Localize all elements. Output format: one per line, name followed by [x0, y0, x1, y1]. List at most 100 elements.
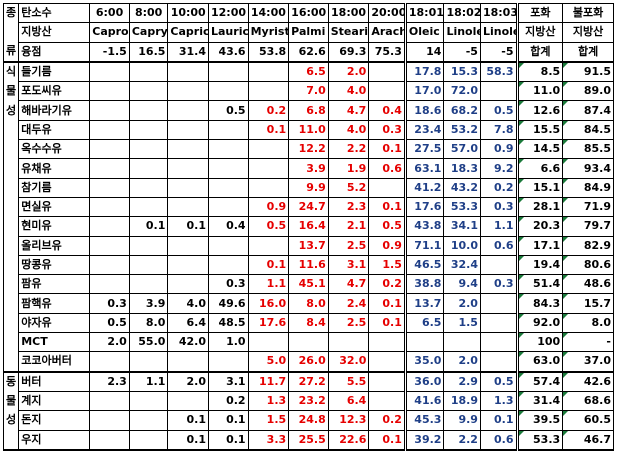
row-name[interactable]: 해바라기유 [18, 100, 91, 121]
row-name[interactable]: 팜유 [18, 274, 91, 295]
value-cell[interactable]: 0.5 [208, 100, 249, 121]
value-cell[interactable] [208, 177, 249, 198]
group-cell[interactable] [2, 255, 20, 275]
value-cell[interactable]: 16.4 [288, 216, 329, 237]
unsat-total-cell[interactable]: 15.7 [562, 293, 614, 314]
value-cell[interactable] [208, 158, 249, 179]
value-cell[interactable]: 2.5 [327, 312, 370, 334]
value-cell[interactable] [208, 235, 249, 256]
value-cell[interactable]: 38.8 [403, 274, 445, 295]
row-name[interactable]: 팜핵유 [18, 293, 91, 314]
value-cell[interactable] [128, 119, 169, 141]
value-cell[interactable]: 0.1 [368, 312, 406, 334]
group-cell[interactable] [2, 274, 20, 294]
value-cell[interactable]: 0.5 [247, 216, 290, 237]
value-cell[interactable] [208, 61, 249, 83]
value-cell[interactable] [89, 274, 130, 295]
header-unsat-cell[interactable]: 합계 [562, 41, 614, 63]
value-cell[interactable]: 1.3 [479, 390, 518, 412]
value-cell[interactable]: 1.1 [247, 274, 290, 295]
header-cell[interactable]: Palmi [288, 22, 329, 43]
value-cell[interactable]: 0.5 [368, 216, 406, 237]
header-cell[interactable]: 14 [403, 41, 445, 63]
row-name[interactable]: 땅콩유 [18, 254, 91, 276]
group-cell[interactable] [2, 22, 20, 43]
group-cell[interactable] [2, 216, 20, 237]
value-cell[interactable] [128, 61, 169, 83]
row-name[interactable]: 계지 [18, 390, 91, 412]
unsat-total-cell[interactable]: 93.4 [562, 158, 614, 179]
header-cell[interactable]: 43.6 [208, 41, 249, 63]
row-name[interactable]: 현미유 [18, 216, 91, 237]
value-cell[interactable]: 12.2 [288, 139, 329, 160]
value-cell[interactable]: 72.0 [443, 81, 481, 102]
value-cell[interactable] [208, 254, 249, 276]
value-cell[interactable] [128, 390, 169, 412]
value-cell[interactable] [247, 61, 290, 83]
value-cell[interactable]: 2.5 [327, 235, 370, 256]
group-cell[interactable] [2, 120, 20, 140]
header-cell[interactable]: Capric [167, 22, 209, 43]
value-cell[interactable]: 4.0 [327, 119, 370, 141]
value-cell[interactable] [208, 81, 249, 102]
header-cell[interactable]: 75.3 [368, 41, 406, 63]
sat-total-cell[interactable]: 14.5 [515, 139, 564, 160]
value-cell[interactable]: 55.0 [128, 332, 169, 353]
header-cell[interactable]: Linolei [443, 22, 481, 43]
value-cell[interactable] [128, 196, 169, 218]
value-cell[interactable]: 13.7 [288, 235, 329, 256]
group-cell[interactable] [2, 293, 20, 314]
value-cell[interactable]: 18.3 [443, 158, 481, 179]
value-cell[interactable]: 15.3 [443, 61, 481, 83]
value-cell[interactable]: 0.9 [479, 139, 518, 160]
sat-total-cell[interactable]: 31.4 [515, 390, 564, 412]
value-cell[interactable]: 71.1 [403, 235, 445, 256]
value-cell[interactable] [89, 216, 130, 237]
header-cell[interactable]: Capry [128, 22, 169, 43]
group-cell[interactable]: 물 [2, 391, 20, 411]
value-cell[interactable]: 1.1 [479, 216, 518, 237]
header-cell[interactable]: Capro [89, 22, 130, 43]
value-cell[interactable] [208, 351, 249, 373]
value-cell[interactable]: 63.1 [403, 158, 445, 179]
value-cell[interactable] [247, 332, 290, 353]
value-cell[interactable] [89, 254, 130, 276]
value-cell[interactable]: 35.0 [403, 351, 445, 373]
unsat-total-cell[interactable]: 84.5 [562, 119, 614, 141]
value-cell[interactable] [167, 61, 209, 83]
value-cell[interactable]: 0.5 [479, 100, 518, 121]
header-cell[interactable]: 31.4 [167, 41, 209, 63]
value-cell[interactable]: 0.1 [208, 429, 249, 451]
value-cell[interactable]: 2.0 [89, 332, 130, 353]
group-cell[interactable]: 성 [2, 100, 20, 121]
header-cell[interactable]: Steari [327, 22, 370, 43]
group-cell[interactable] [2, 178, 20, 198]
sat-total-cell[interactable]: 17.1 [515, 235, 564, 256]
unsat-total-cell[interactable]: 37.0 [562, 351, 614, 373]
header-label[interactable]: 융점 [18, 41, 91, 63]
value-cell[interactable] [247, 158, 290, 179]
value-cell[interactable] [89, 429, 130, 451]
value-cell[interactable] [167, 351, 209, 373]
value-cell[interactable]: 9.2 [479, 158, 518, 179]
value-cell[interactable]: 26.0 [288, 351, 329, 373]
value-cell[interactable]: 43.2 [443, 177, 481, 198]
header-cell[interactable]: 53.8 [247, 41, 290, 63]
group-cell[interactable]: 종 [2, 2, 20, 23]
unsat-total-cell[interactable]: 42.6 [562, 371, 614, 392]
value-cell[interactable]: 0.1 [247, 254, 290, 276]
header-cell[interactable]: Myrist [247, 22, 290, 43]
value-cell[interactable] [128, 254, 169, 276]
value-cell[interactable]: 9.9 [288, 177, 329, 198]
value-cell[interactable]: 48.5 [208, 312, 249, 334]
value-cell[interactable]: 0.1 [208, 410, 249, 431]
value-cell[interactable]: 42.0 [167, 332, 209, 353]
value-cell[interactable] [247, 177, 290, 198]
value-cell[interactable] [89, 235, 130, 256]
header-sat-cell[interactable]: 합계 [515, 41, 564, 63]
value-cell[interactable]: 23.4 [403, 119, 445, 141]
value-cell[interactable]: 6.4 [167, 312, 209, 334]
value-cell[interactable] [128, 235, 169, 256]
value-cell[interactable] [128, 429, 169, 451]
value-cell[interactable]: 17.8 [403, 61, 445, 83]
